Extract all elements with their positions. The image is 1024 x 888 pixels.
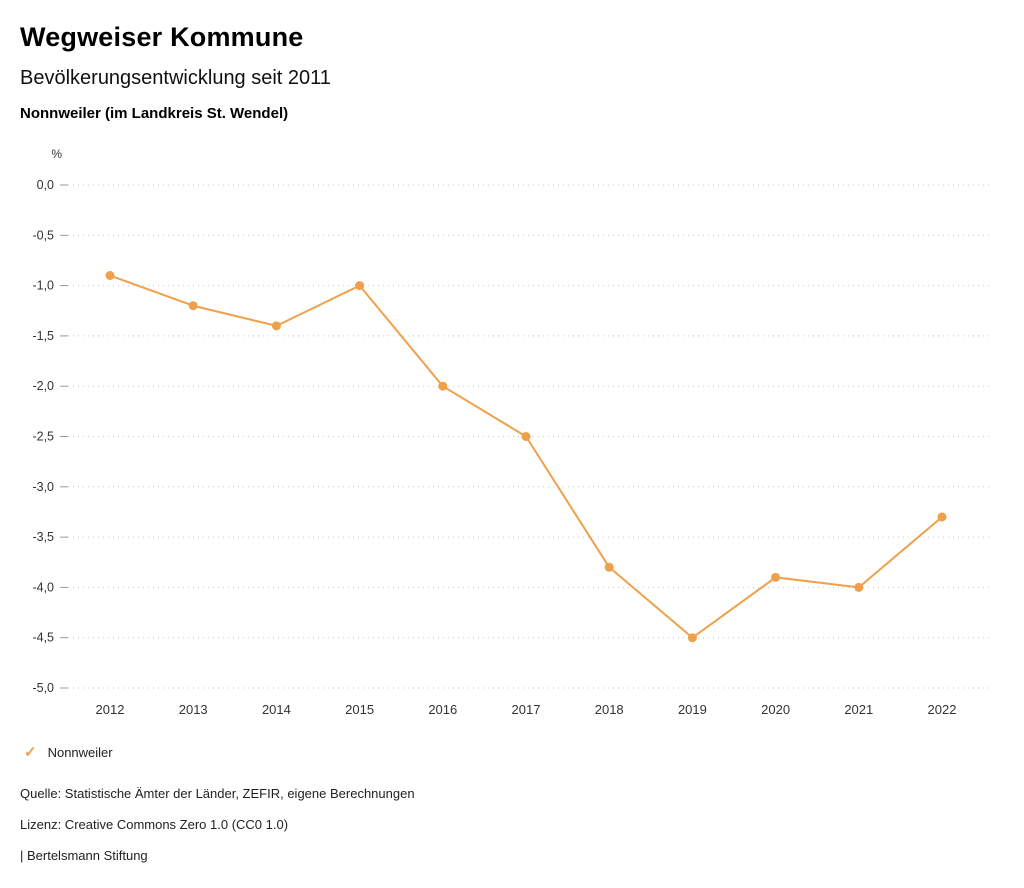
x-tick-label: 2017 [512,702,541,717]
y-tick-label: -1,0 [32,279,54,293]
y-tick-label: -2,0 [32,379,54,393]
license-text: Lizenz: Creative Commons Zero 1.0 (CC0 1… [20,817,289,832]
data-point[interactable] [438,381,448,391]
legend-label: Nonnweiler [47,745,113,760]
x-tick-label: 2019 [678,702,707,717]
page-title: Wegweiser Kommune [20,22,304,52]
data-point[interactable] [604,562,614,572]
y-tick-label: -5,0 [32,681,54,695]
data-point[interactable] [105,271,115,281]
data-point[interactable] [771,572,781,582]
legend-item-nonnweiler[interactable]: ✓ Nonnweiler [24,745,113,760]
data-point[interactable] [854,582,864,592]
y-tick-label: -3,0 [32,480,54,494]
y-axis-unit-label: % [51,147,62,161]
y-tick-label: -3,5 [32,530,54,544]
data-point[interactable] [521,432,531,441]
y-tick-label: -4,0 [32,580,54,594]
data-point[interactable] [687,633,697,643]
data-point[interactable] [937,512,947,522]
chart-subtitle: Bevölkerungsentwicklung seit 2011 [20,67,331,89]
legend-check-icon: ✓ [24,744,37,761]
x-tick-label: 2012 [96,702,125,717]
y-tick-label: -1,5 [32,329,54,343]
x-tick-label: 2013 [179,702,208,717]
data-point[interactable] [271,321,281,331]
x-tick-label: 2014 [262,702,291,717]
x-tick-label: 2022 [928,702,957,717]
chart-location: Nonnweiler (im Landkreis St. Wendel) [20,105,289,122]
attribution-text: | Bertelsmann Stiftung [20,848,148,863]
x-tick-label: 2018 [595,702,624,717]
series-line [109,274,943,639]
data-point[interactable] [188,301,198,311]
y-tick-label: -2,5 [32,430,54,444]
y-tick-label: 0,0 [37,178,54,192]
x-tick-label: 2020 [761,702,790,717]
y-tick-label: -0,5 [32,228,54,242]
x-tick-label: 2016 [428,702,457,717]
source-text: Quelle: Statistische Ämter der Länder, Z… [20,786,415,801]
x-tick-label: 2021 [844,702,873,717]
data-point[interactable] [355,281,365,291]
x-tick-label: 2015 [345,702,374,717]
y-tick-label: -4,5 [32,631,54,645]
